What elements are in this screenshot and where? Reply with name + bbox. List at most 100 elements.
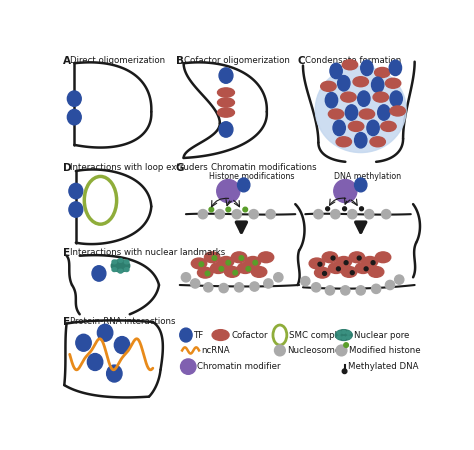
Ellipse shape (361, 60, 373, 76)
Text: E: E (63, 248, 70, 258)
Ellipse shape (342, 60, 358, 70)
Ellipse shape (367, 120, 379, 135)
Ellipse shape (245, 256, 261, 267)
Ellipse shape (356, 286, 365, 295)
Ellipse shape (358, 91, 370, 106)
Text: ncRNA: ncRNA (201, 346, 230, 355)
Ellipse shape (124, 268, 129, 271)
Ellipse shape (181, 359, 196, 374)
Ellipse shape (232, 210, 241, 219)
Ellipse shape (204, 252, 220, 263)
Text: Interactions with loop extruders: Interactions with loop extruders (71, 163, 208, 172)
Ellipse shape (205, 271, 210, 276)
Ellipse shape (199, 262, 204, 266)
Text: Nucleosome: Nucleosome (288, 346, 341, 355)
Ellipse shape (191, 279, 200, 288)
Ellipse shape (372, 284, 381, 293)
Ellipse shape (341, 92, 356, 102)
Text: B: B (176, 55, 184, 66)
Ellipse shape (253, 261, 257, 265)
Ellipse shape (273, 273, 283, 282)
Ellipse shape (355, 178, 367, 192)
Ellipse shape (204, 283, 213, 292)
Text: A: A (63, 55, 71, 66)
Ellipse shape (321, 81, 336, 91)
Ellipse shape (385, 280, 395, 290)
Ellipse shape (373, 92, 389, 102)
Text: F: F (63, 317, 70, 327)
Text: DNA methylation: DNA methylation (334, 172, 401, 181)
Ellipse shape (346, 331, 350, 334)
Text: Protein-RNA interactions: Protein-RNA interactions (71, 317, 176, 326)
Ellipse shape (344, 343, 348, 347)
Ellipse shape (378, 105, 390, 120)
Text: D: D (63, 163, 72, 173)
Ellipse shape (328, 263, 344, 274)
Ellipse shape (69, 202, 83, 217)
Ellipse shape (318, 262, 322, 266)
Ellipse shape (264, 279, 273, 288)
Text: Chromatin modifications: Chromatin modifications (210, 163, 316, 172)
Ellipse shape (368, 266, 384, 277)
Ellipse shape (87, 354, 103, 370)
Ellipse shape (348, 122, 364, 131)
Ellipse shape (198, 210, 208, 219)
Ellipse shape (346, 336, 350, 339)
Ellipse shape (182, 273, 191, 282)
Ellipse shape (76, 334, 91, 351)
Ellipse shape (337, 336, 341, 339)
Ellipse shape (337, 331, 341, 334)
Ellipse shape (381, 122, 396, 131)
Text: Nuclear pore: Nuclear pore (354, 331, 409, 340)
Text: Cofactor oligomerization: Cofactor oligomerization (183, 55, 290, 64)
Text: Methylated DNA: Methylated DNA (348, 362, 419, 371)
Ellipse shape (357, 256, 361, 260)
Ellipse shape (114, 337, 130, 354)
Ellipse shape (335, 330, 352, 341)
Ellipse shape (333, 120, 346, 135)
Ellipse shape (118, 258, 123, 262)
Ellipse shape (92, 266, 106, 281)
Ellipse shape (235, 283, 244, 292)
Ellipse shape (225, 266, 240, 277)
Ellipse shape (266, 210, 275, 219)
Ellipse shape (350, 271, 354, 274)
Ellipse shape (322, 252, 337, 263)
Ellipse shape (243, 207, 247, 212)
Ellipse shape (97, 324, 113, 341)
Ellipse shape (219, 266, 224, 271)
Ellipse shape (385, 78, 401, 88)
Text: G: G (176, 163, 184, 173)
Ellipse shape (258, 252, 273, 263)
Ellipse shape (326, 207, 329, 211)
Ellipse shape (353, 76, 368, 87)
Ellipse shape (370, 137, 385, 147)
Ellipse shape (217, 180, 240, 202)
Ellipse shape (112, 260, 117, 264)
Ellipse shape (311, 283, 321, 292)
Ellipse shape (375, 252, 391, 263)
Ellipse shape (249, 210, 258, 219)
Ellipse shape (356, 263, 371, 274)
Ellipse shape (342, 330, 346, 333)
Ellipse shape (212, 256, 217, 261)
Ellipse shape (237, 263, 253, 274)
Ellipse shape (212, 330, 229, 341)
Ellipse shape (246, 266, 251, 271)
Ellipse shape (124, 260, 129, 264)
Ellipse shape (330, 63, 342, 79)
Ellipse shape (218, 108, 235, 117)
Ellipse shape (315, 66, 406, 153)
Ellipse shape (67, 109, 81, 125)
Ellipse shape (395, 275, 404, 284)
Ellipse shape (374, 68, 390, 77)
Text: Modified histone: Modified histone (349, 346, 421, 355)
Ellipse shape (346, 105, 358, 120)
Ellipse shape (209, 207, 214, 212)
Ellipse shape (390, 106, 405, 116)
Ellipse shape (250, 282, 259, 291)
Ellipse shape (336, 345, 347, 356)
Ellipse shape (334, 180, 357, 202)
Ellipse shape (360, 207, 364, 211)
Ellipse shape (301, 277, 310, 286)
